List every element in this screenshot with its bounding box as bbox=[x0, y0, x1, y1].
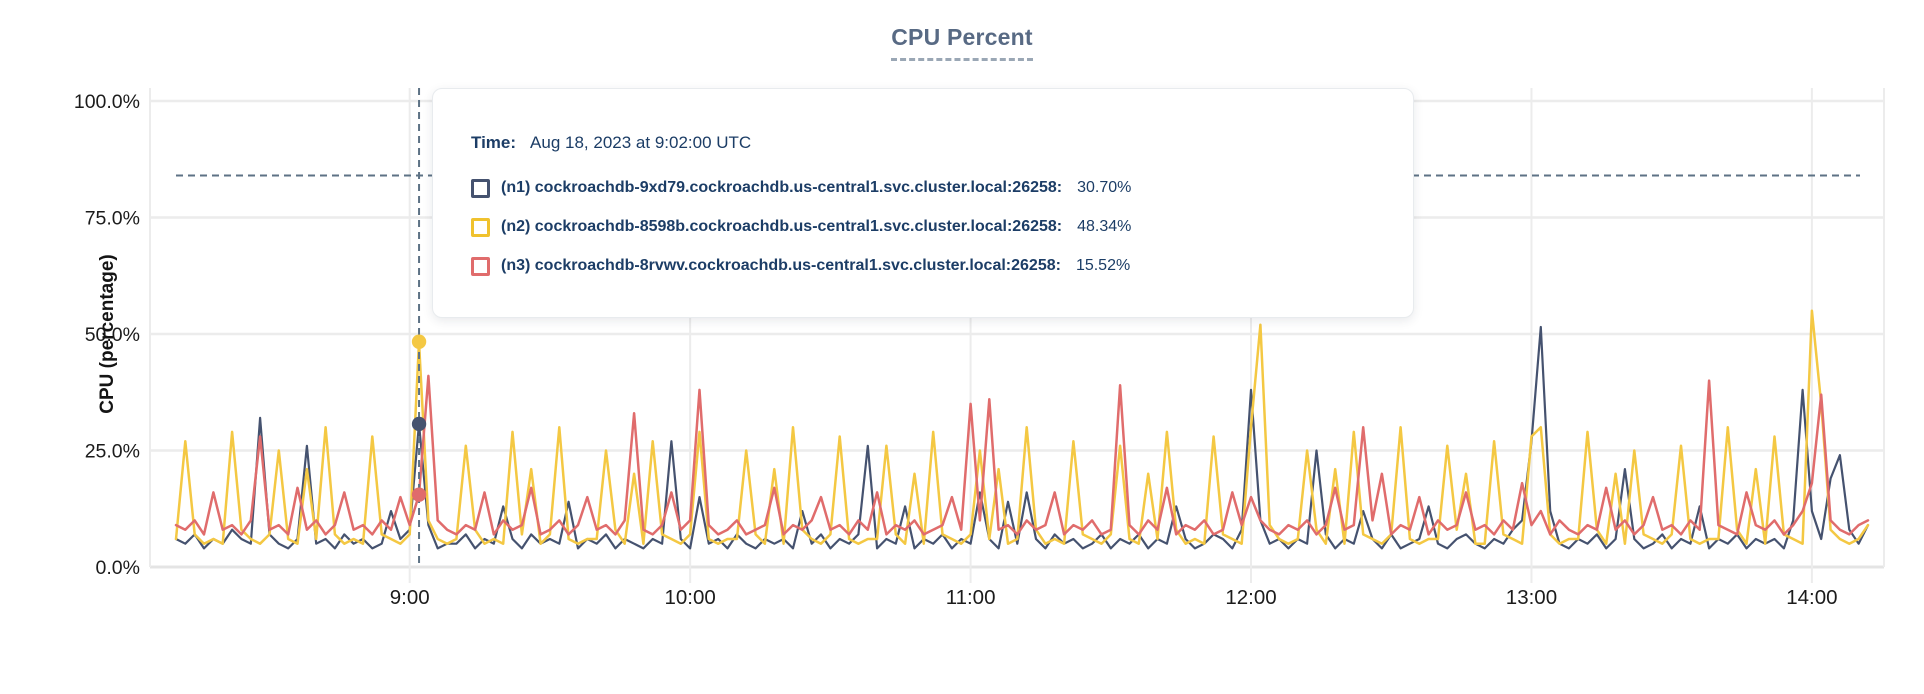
y-axis-title: CPU (percentage) bbox=[97, 254, 118, 414]
chart-title: CPU Percent bbox=[891, 24, 1033, 61]
y-tick-label: 0.0% bbox=[96, 557, 140, 579]
chart-line-n3 bbox=[174, 374, 1870, 536]
series-n1-marker-icon bbox=[471, 178, 490, 198]
tooltip-series-value: 15.52% bbox=[1075, 257, 1131, 274]
tooltip-series-label: (n2) cockroachdb-8598b.cockroachdb.us-ce… bbox=[501, 218, 1063, 235]
tooltip-series-row-n2: (n2) cockroachdb-8598b.cockroachdb.us-ce… bbox=[471, 216, 1373, 238]
x-tick-label: 12:00 bbox=[1225, 586, 1276, 609]
x-tick-label: 14:00 bbox=[1786, 586, 1837, 609]
series-n2-marker-icon bbox=[471, 217, 490, 237]
y-tick-label: 50.0% bbox=[85, 324, 140, 346]
tooltip-series-row-n3: (n3) cockroachdb-8rvwv.cockroachdb.us-ce… bbox=[471, 255, 1373, 277]
chart-tooltip: Time: Aug 18, 2023 at 9:02:00 UTC (n1) c… bbox=[432, 88, 1414, 318]
tooltip-time-row: Time: Aug 18, 2023 at 9:02:00 UTC bbox=[471, 133, 1373, 153]
tooltip-series-label: (n1) cockroachdb-9xd79.cockroachdb.us-ce… bbox=[501, 179, 1063, 196]
y-tick-label: 25.0% bbox=[85, 441, 140, 463]
tooltip-series-value: 48.34% bbox=[1077, 218, 1132, 235]
chart-line-n1 bbox=[174, 325, 1870, 550]
hover-dot-n1 bbox=[411, 416, 427, 432]
x-tick-label: 9:00 bbox=[390, 586, 430, 609]
x-tick-label: 13:00 bbox=[1506, 586, 1557, 609]
tooltip-time-label: Time: bbox=[471, 133, 517, 152]
series-n3-marker-icon bbox=[471, 256, 490, 276]
tooltip-series-label: (n3) cockroachdb-8rvwv.cockroachdb.us-ce… bbox=[501, 257, 1061, 274]
y-tick-label: 100.0% bbox=[74, 91, 140, 113]
tooltip-series-value: 30.70% bbox=[1077, 179, 1132, 196]
hover-dot-n2 bbox=[411, 334, 427, 349]
x-tick-label: 11:00 bbox=[946, 586, 996, 609]
hover-dot-n3 bbox=[411, 487, 427, 502]
tooltip-time-value: Aug 18, 2023 at 9:02:00 UTC bbox=[530, 133, 752, 152]
y-tick-label: 75.0% bbox=[85, 208, 140, 230]
tooltip-series-row-n1: (n1) cockroachdb-9xd79.cockroachdb.us-ce… bbox=[471, 177, 1373, 199]
x-tick-label: 10:00 bbox=[664, 586, 715, 609]
chart-line-n2 bbox=[174, 309, 1870, 545]
